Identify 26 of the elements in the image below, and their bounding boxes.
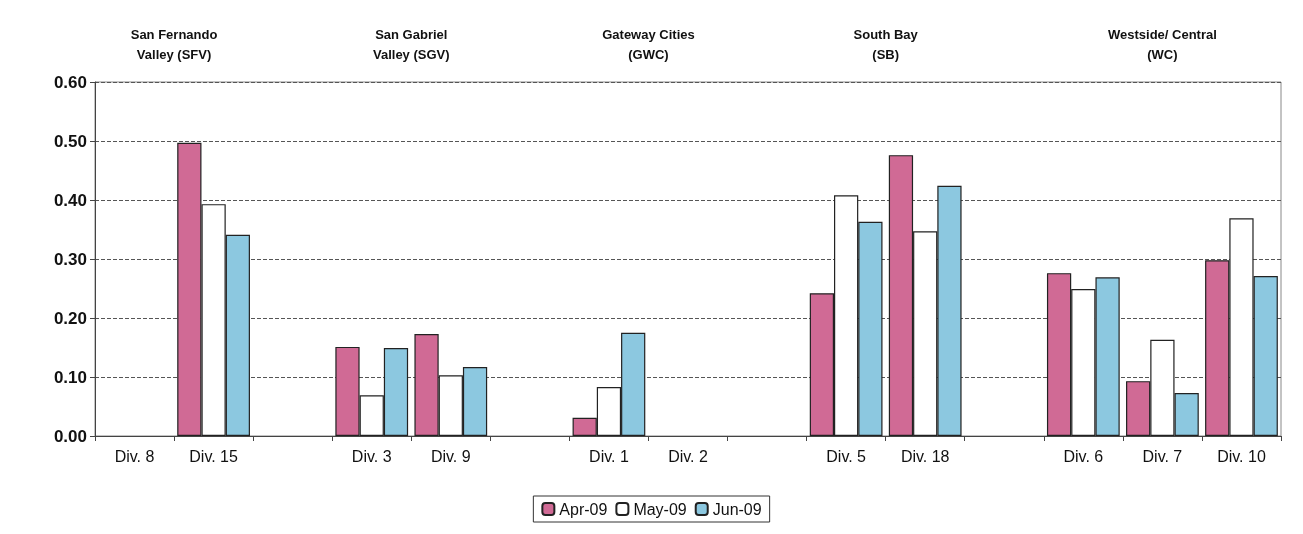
legend-label: Jun-09 bbox=[712, 500, 762, 518]
y-tick-label: 0.10 bbox=[53, 367, 87, 387]
x-tick-label: Div. 15 bbox=[189, 447, 239, 465]
y-tick-label: 0.20 bbox=[53, 308, 87, 328]
x-tick-label: Div. 6 bbox=[1063, 447, 1104, 465]
text: Westside/ Central (WC) bbox=[1107, 26, 1217, 62]
x-tick-label: Div. 5 bbox=[826, 447, 867, 465]
x-tick-label: Div. 7 bbox=[1142, 447, 1183, 465]
x-tick-label: Div. 8 bbox=[114, 447, 155, 465]
y-tick-label: 0.50 bbox=[53, 131, 87, 151]
x-tick-label: Div. 9 bbox=[430, 447, 471, 465]
x-tick-label: Div. 18 bbox=[900, 447, 950, 465]
y-tick-label: 0.40 bbox=[53, 190, 87, 210]
text: South Bay (SB) bbox=[853, 26, 919, 62]
legend-label: May-09 bbox=[633, 500, 687, 518]
x-tick-label: Div. 10 bbox=[1217, 447, 1266, 465]
y-tick-label: 0.00 bbox=[53, 426, 87, 446]
text: San Fernando Valley (SFV) bbox=[130, 26, 218, 62]
y-tick-label: 0.60 bbox=[53, 72, 87, 92]
x-tick-label: Div. 2 bbox=[668, 447, 708, 465]
text: Gateway Cities (GWC) bbox=[602, 26, 695, 62]
legend-label: Apr-09 bbox=[559, 500, 608, 518]
x-tick-label: Div. 1 bbox=[589, 447, 629, 465]
x-tick-label: Div. 3 bbox=[351, 447, 392, 465]
y-tick-label: 0.30 bbox=[53, 249, 87, 269]
text: San Gabriel Valley (SGV) bbox=[372, 26, 450, 62]
